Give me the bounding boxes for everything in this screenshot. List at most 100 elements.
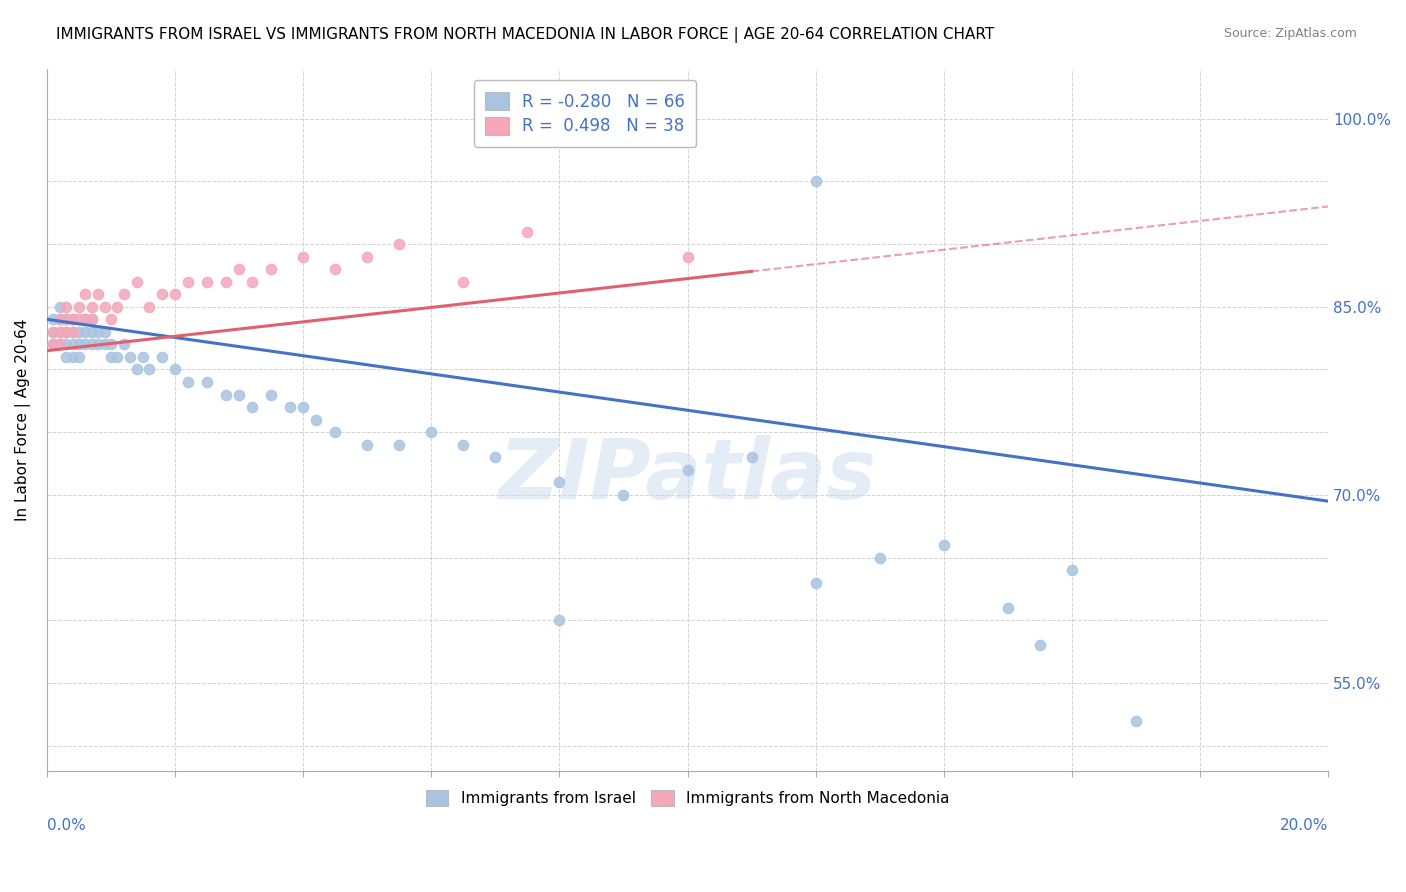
Point xyxy=(548,475,571,490)
Point xyxy=(356,250,378,264)
Point xyxy=(112,337,135,351)
Legend: Immigrants from Israel, Immigrants from North Macedonia: Immigrants from Israel, Immigrants from … xyxy=(419,784,956,813)
Point xyxy=(100,350,122,364)
Point xyxy=(67,312,90,326)
Text: IMMIGRANTS FROM ISRAEL VS IMMIGRANTS FROM NORTH MACEDONIA IN LABOR FORCE | AGE 2: IMMIGRANTS FROM ISRAEL VS IMMIGRANTS FRO… xyxy=(56,27,994,43)
Point xyxy=(138,300,160,314)
Point xyxy=(323,425,346,440)
Point xyxy=(453,438,475,452)
Point xyxy=(62,312,84,326)
Point xyxy=(280,400,302,414)
Point xyxy=(195,375,218,389)
Point xyxy=(55,312,77,326)
Point xyxy=(49,325,72,339)
Point xyxy=(420,425,443,440)
Point xyxy=(42,337,65,351)
Point xyxy=(165,362,187,376)
Point xyxy=(215,387,238,401)
Point xyxy=(676,463,699,477)
Point xyxy=(804,174,827,188)
Point xyxy=(1125,714,1147,728)
Point xyxy=(75,337,97,351)
Point xyxy=(75,287,97,301)
Point xyxy=(87,287,110,301)
Point xyxy=(49,312,72,326)
Point xyxy=(215,275,238,289)
Point xyxy=(165,287,187,301)
Point xyxy=(42,312,65,326)
Point xyxy=(55,337,77,351)
Point xyxy=(305,412,328,426)
Point xyxy=(55,350,77,364)
Point xyxy=(548,613,571,627)
Point xyxy=(55,325,77,339)
Point xyxy=(49,337,72,351)
Point xyxy=(356,438,378,452)
Point xyxy=(100,312,122,326)
Point xyxy=(62,325,84,339)
Point xyxy=(75,325,97,339)
Point xyxy=(195,275,218,289)
Point xyxy=(484,450,506,465)
Point xyxy=(80,325,103,339)
Point xyxy=(132,350,155,364)
Point xyxy=(80,300,103,314)
Point xyxy=(62,312,84,326)
Point xyxy=(612,488,634,502)
Point xyxy=(87,325,110,339)
Point xyxy=(112,287,135,301)
Point xyxy=(80,312,103,326)
Point xyxy=(55,312,77,326)
Point xyxy=(75,312,97,326)
Point xyxy=(42,337,65,351)
Point xyxy=(177,375,200,389)
Point xyxy=(260,262,283,277)
Point xyxy=(177,275,200,289)
Point xyxy=(49,312,72,326)
Point xyxy=(93,300,115,314)
Point xyxy=(67,325,90,339)
Point xyxy=(676,250,699,264)
Point xyxy=(62,350,84,364)
Point xyxy=(49,325,72,339)
Text: 20.0%: 20.0% xyxy=(1279,819,1329,833)
Point xyxy=(42,325,65,339)
Point xyxy=(67,300,90,314)
Point xyxy=(1029,639,1052,653)
Point xyxy=(67,350,90,364)
Point xyxy=(228,262,250,277)
Point xyxy=(93,325,115,339)
Point xyxy=(62,325,84,339)
Point xyxy=(80,337,103,351)
Point xyxy=(125,275,148,289)
Point xyxy=(80,312,103,326)
Point xyxy=(997,600,1019,615)
Point xyxy=(67,337,90,351)
Point xyxy=(932,538,955,552)
Point xyxy=(292,400,315,414)
Y-axis label: In Labor Force | Age 20-64: In Labor Force | Age 20-64 xyxy=(15,318,31,521)
Point xyxy=(120,350,142,364)
Point xyxy=(138,362,160,376)
Point xyxy=(42,325,65,339)
Point xyxy=(388,438,411,452)
Point xyxy=(107,350,129,364)
Point xyxy=(125,362,148,376)
Point xyxy=(323,262,346,277)
Point xyxy=(100,337,122,351)
Point xyxy=(107,300,129,314)
Point xyxy=(869,550,891,565)
Point xyxy=(741,450,763,465)
Point xyxy=(150,350,173,364)
Point xyxy=(55,300,77,314)
Point xyxy=(75,312,97,326)
Point xyxy=(1060,563,1083,577)
Point xyxy=(388,237,411,252)
Point xyxy=(240,275,263,289)
Point xyxy=(804,575,827,590)
Text: 0.0%: 0.0% xyxy=(46,819,86,833)
Point xyxy=(453,275,475,289)
Point xyxy=(62,337,84,351)
Point xyxy=(49,300,72,314)
Point xyxy=(150,287,173,301)
